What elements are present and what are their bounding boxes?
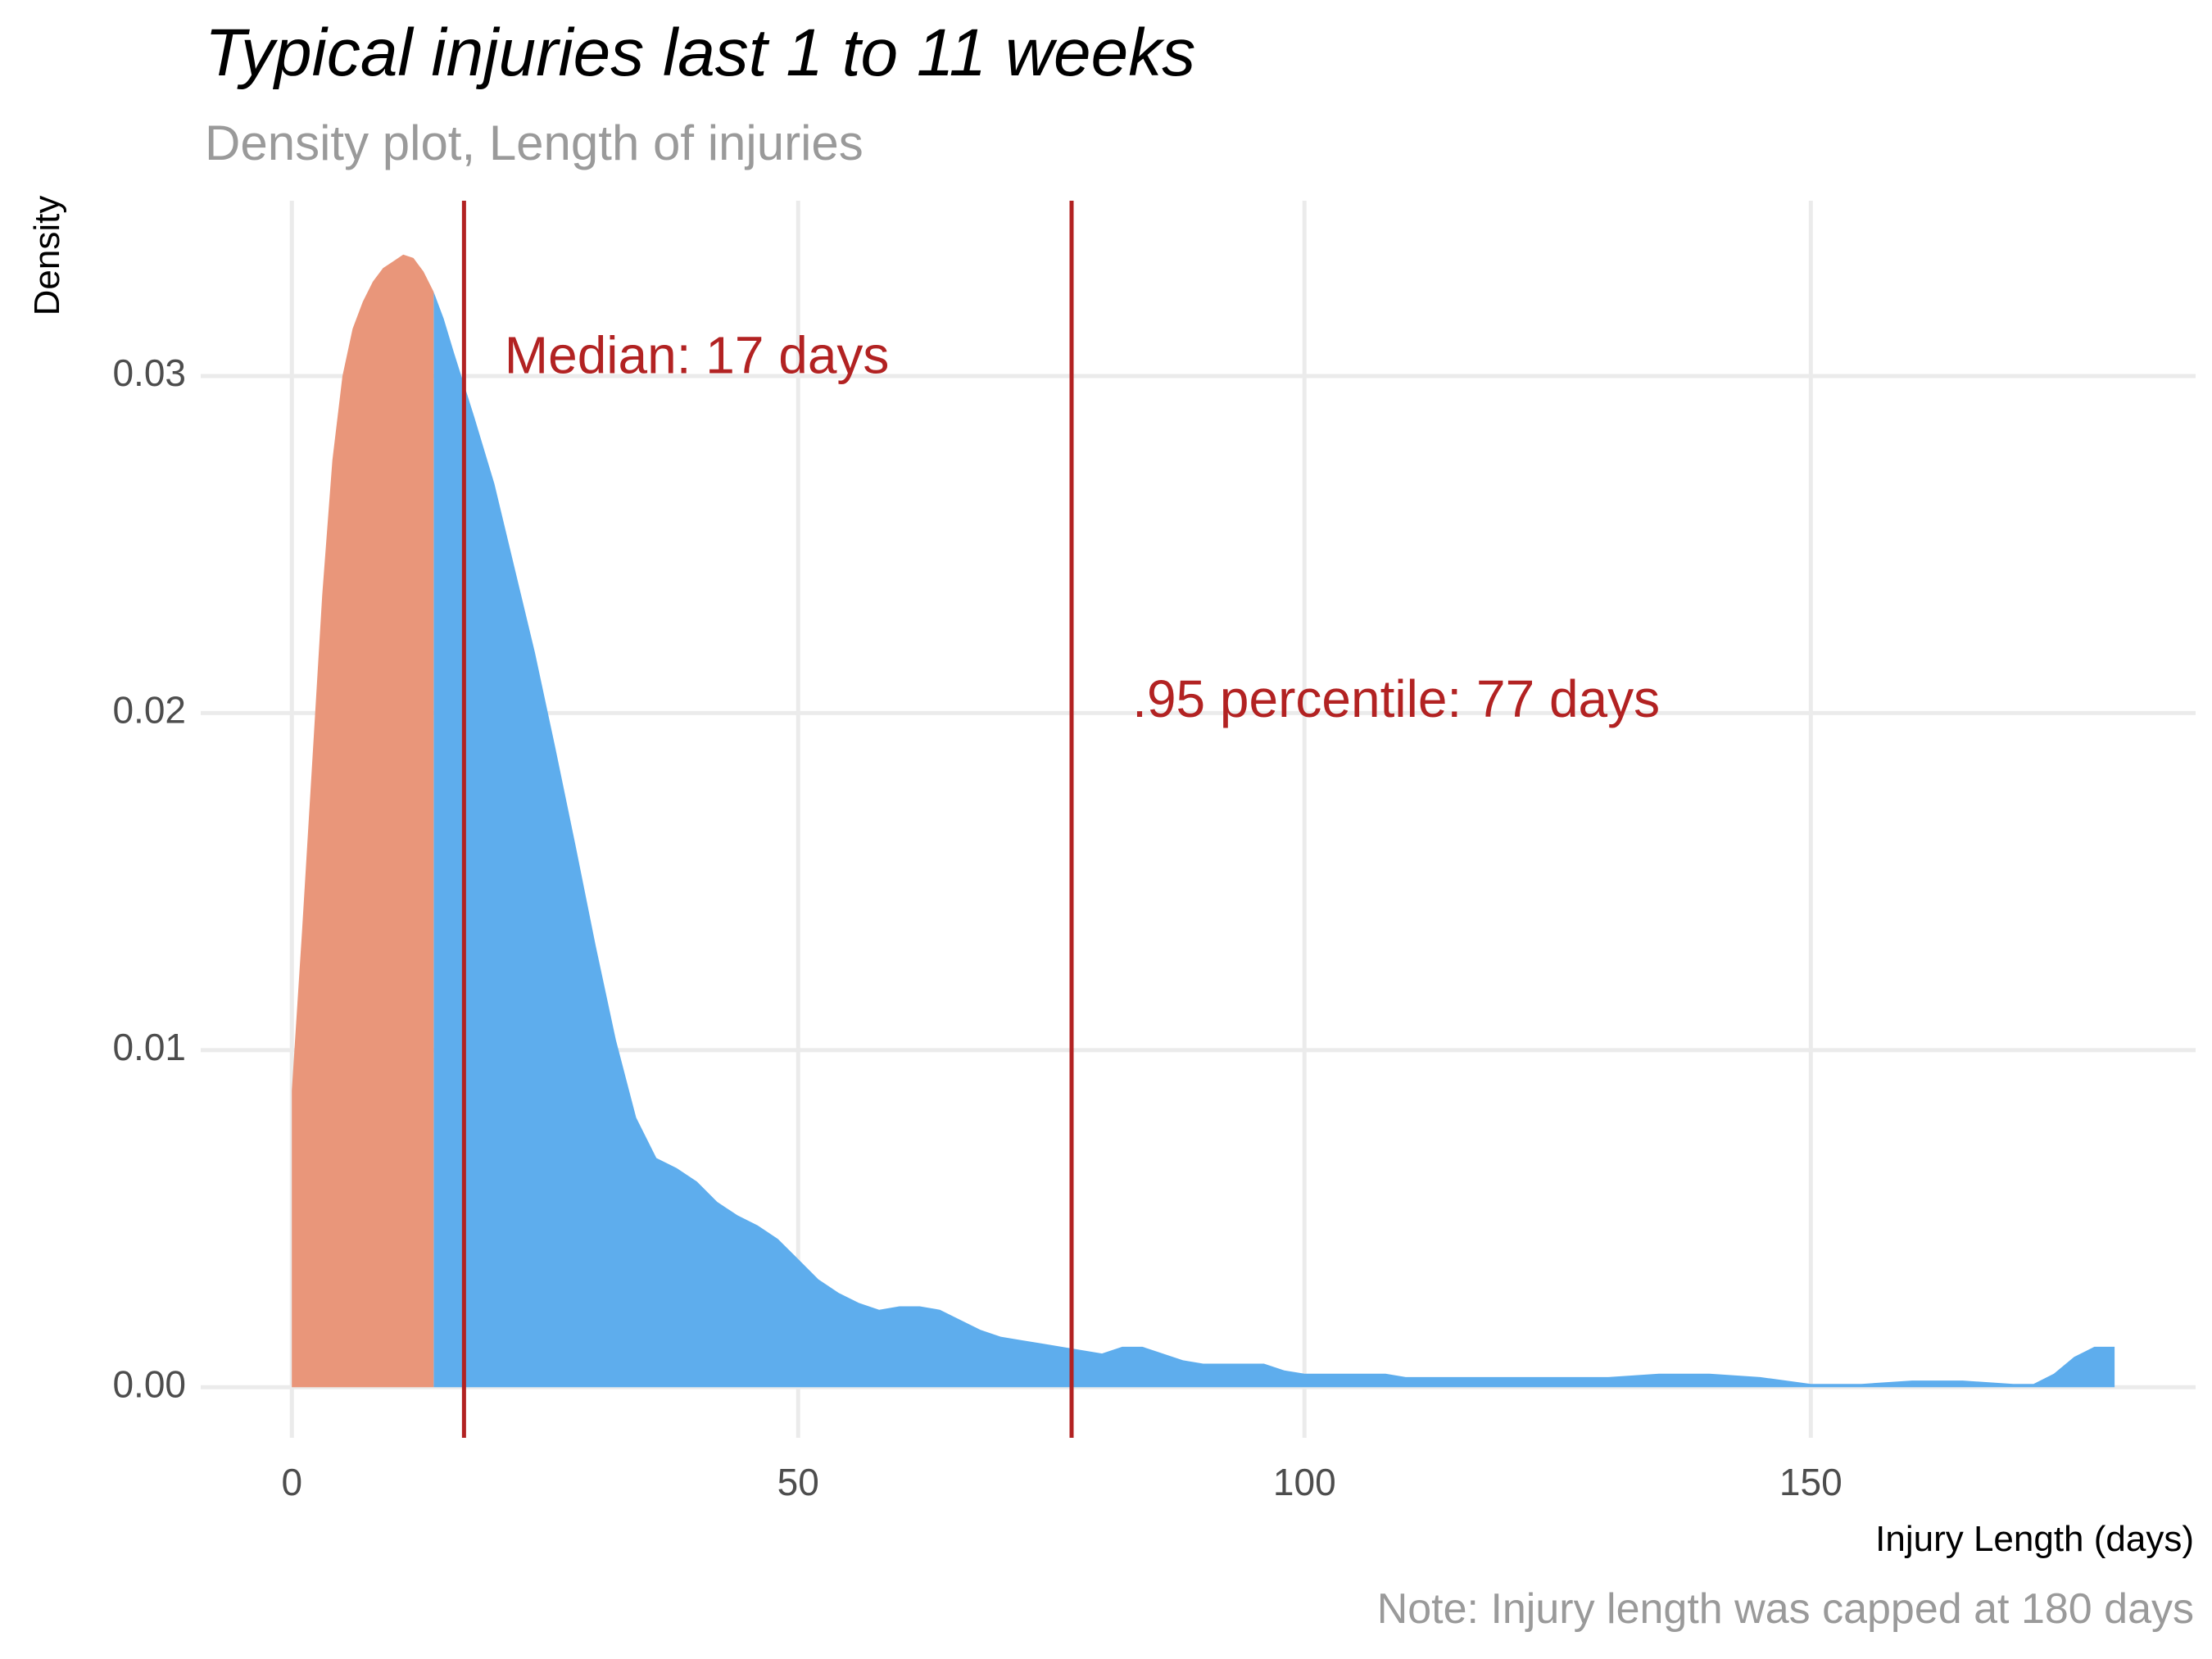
density-area-highlight: [292, 254, 434, 1388]
y-axis-title: Density: [27, 196, 67, 316]
x-tick-label: 0: [281, 1461, 302, 1503]
chart-subtitle: Density plot, Length of injuries: [205, 116, 863, 170]
median-annotation: Median: 17 days: [505, 325, 890, 384]
chart-title: Typical injuries last 1 to 11 weeks: [205, 16, 1196, 90]
chart-caption: Note: Injury length was capped at 180 da…: [1376, 1585, 2194, 1633]
y-tick-label: 0.02: [112, 689, 186, 732]
x-tick-label: 100: [1273, 1461, 1336, 1503]
tick-label-layer: 0.00 0.01 0.02 0.03 0 50 100 150: [112, 351, 1842, 1503]
reference-line-layer: Median: 17 days .95 percentile: 77 days: [461, 201, 1660, 1438]
density-area-layer: [292, 254, 2115, 1388]
x-tick-label: 150: [1779, 1461, 1843, 1503]
y-tick-label: 0.01: [112, 1026, 186, 1068]
y-tick-label: 0.00: [112, 1362, 186, 1405]
percentile-95-annotation: .95 percentile: 77 days: [1132, 669, 1660, 728]
x-tick-label: 50: [777, 1461, 819, 1503]
density-area-main: [433, 292, 2115, 1388]
y-tick-label: 0.03: [112, 351, 186, 394]
x-axis-title: Injury Length (days): [1875, 1519, 2194, 1559]
